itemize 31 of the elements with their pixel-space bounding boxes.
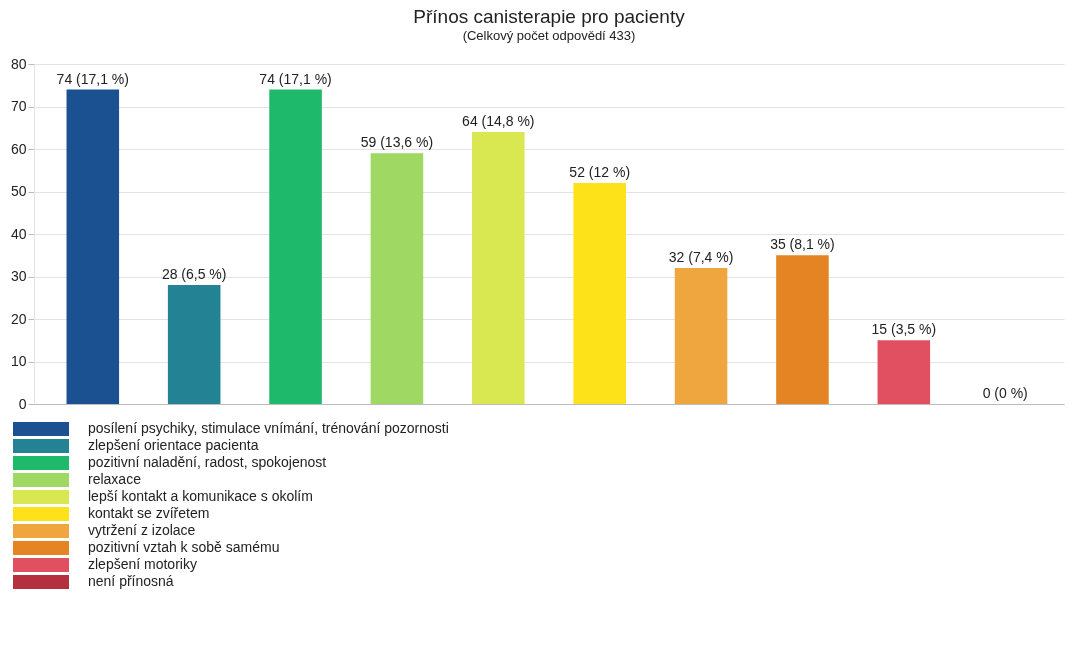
data-label: 74 (17,1 %) <box>56 70 129 87</box>
legend-label: vytržení z izolace <box>88 522 196 538</box>
legend-label: posílení psychiky, stimulace vnímání, trénování pozornosti <box>88 420 449 436</box>
legend-label: lepší kontakt a komunikace s okolím <box>88 488 313 504</box>
y-tick-label: 0 <box>18 395 27 412</box>
chart-subtitle: (Celkový počet odpovědí 433) <box>462 28 636 43</box>
y-tick-label: 50 <box>10 183 27 199</box>
legend-label: zlepšení motoriky <box>88 556 197 572</box>
data-label: 35 (8,1 %) <box>770 236 835 253</box>
y-tick-label: 40 <box>10 225 27 242</box>
y-tick-label: 70 <box>10 98 27 114</box>
legend-label: pozitivní naladění, radost, spokojenost <box>88 454 327 470</box>
data-label: 32 (7,4 %) <box>668 249 734 265</box>
legend-label: relaxace <box>88 471 142 487</box>
data-label: 0 (0 %) <box>982 385 1028 401</box>
data-label: 59 (13,6 %) <box>360 134 434 151</box>
legend-label: není přínosná <box>88 573 174 589</box>
legend-label: kontakt se zvířetem <box>88 505 210 521</box>
y-tick-label: 30 <box>10 268 27 284</box>
y-tick-label: 60 <box>10 140 27 157</box>
legend-label: zlepšení orientace pacienta <box>88 437 259 453</box>
data-label: 52 (12 %) <box>569 164 631 180</box>
chart-title: Přínos canisterapie pro pacienty <box>413 6 686 27</box>
data-label: 74 (17,1 %) <box>259 70 332 87</box>
data-label: 64 (14,8 %) <box>462 113 535 129</box>
y-tick-label: 20 <box>10 310 27 327</box>
y-tick-label: 10 <box>10 353 27 369</box>
data-label: 15 (3,5 %) <box>871 321 937 338</box>
y-tick-label: 80 <box>10 55 27 72</box>
legend-label: pozitivní vztah k sobě samému <box>88 539 280 555</box>
data-label: 28 (6,5 %) <box>161 266 227 282</box>
